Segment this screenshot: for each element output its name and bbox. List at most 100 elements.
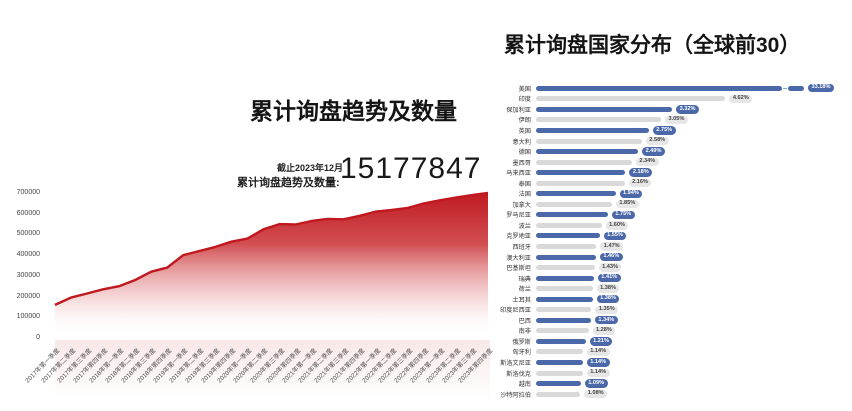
country-bar bbox=[536, 265, 595, 271]
bar-row: 巴西 1.34% bbox=[494, 315, 850, 326]
country-label: 印度尼西亚 bbox=[500, 307, 531, 315]
country-label: 瑞典 bbox=[518, 275, 531, 283]
percent-badge: 1.55% bbox=[603, 231, 627, 241]
country-label: 斯洛文尼亚 bbox=[500, 359, 531, 367]
bar-row: 印度尼西亚 1.35% bbox=[494, 304, 850, 315]
country-label: 伊朗 bbox=[518, 117, 531, 125]
country-bar bbox=[536, 275, 594, 281]
country-label: 墨西哥 bbox=[512, 159, 531, 167]
bar-row: 法国 1.94% bbox=[494, 188, 850, 199]
country-bar bbox=[536, 138, 642, 144]
bar-break-dash bbox=[783, 87, 787, 90]
area-chart bbox=[45, 188, 490, 343]
country-bar bbox=[536, 296, 593, 302]
percent-badge: 1.43% bbox=[598, 263, 622, 272]
bar-row: 南非 1.28% bbox=[494, 326, 850, 337]
country-bar bbox=[536, 370, 583, 376]
bar-row: 墨西哥 2.34% bbox=[494, 157, 850, 168]
percent-badge: 1.08% bbox=[584, 389, 608, 399]
stat-label: 累计询盘趋势及数量: bbox=[237, 177, 340, 189]
country-bar bbox=[536, 180, 625, 186]
country-label: 加拿大 bbox=[512, 201, 531, 209]
percent-badge: 2.58% bbox=[645, 136, 669, 146]
percent-badge: 1.14% bbox=[586, 358, 610, 367]
percent-badge: 1.38% bbox=[596, 284, 620, 293]
bar-row: 越南 1.09% bbox=[494, 378, 850, 389]
country-label: 西班牙 bbox=[512, 243, 531, 251]
country-label: 巴基斯坦 bbox=[506, 265, 531, 273]
country-bar bbox=[536, 191, 616, 197]
area-chart-svg bbox=[54, 191, 489, 338]
country-bar bbox=[536, 96, 726, 102]
left-chart-title: 累计询盘趋势及数量 bbox=[250, 98, 457, 124]
country-label: 德国 bbox=[518, 149, 531, 157]
country-label: 匈牙利 bbox=[512, 349, 531, 357]
country-label: 印度 bbox=[518, 96, 531, 104]
country-bar bbox=[536, 349, 583, 355]
country-label: 波兰 bbox=[518, 222, 531, 230]
country-bar bbox=[536, 391, 581, 397]
bar-row: 澳大利亚 1.46% bbox=[494, 252, 850, 263]
country-bar bbox=[536, 233, 600, 239]
bar-row: 意大利 2.58% bbox=[494, 136, 850, 147]
y-tick-label: 300000 bbox=[16, 271, 40, 279]
country-bar bbox=[536, 201, 612, 207]
country-bar-tail bbox=[788, 85, 804, 91]
country-bar bbox=[536, 328, 589, 334]
bar-row: 伊朗 3.05% bbox=[494, 115, 850, 126]
area-line bbox=[54, 191, 489, 306]
percent-badge: 1.60% bbox=[605, 221, 629, 230]
country-label: 罗马尼亚 bbox=[506, 212, 531, 220]
bar-row: 马来西亚 2.18% bbox=[494, 167, 850, 178]
country-bar bbox=[536, 381, 581, 387]
country-bar bbox=[536, 338, 586, 344]
bar-row: 德国 2.49% bbox=[494, 146, 850, 157]
country-bar bbox=[536, 106, 673, 112]
bar-row: 波兰 1.60% bbox=[494, 220, 850, 231]
country-label: 沙特阿拉伯 bbox=[500, 391, 531, 399]
right-chart-title: 累计询盘国家分布（全球前30） bbox=[504, 34, 801, 57]
bar-row: 斯洛文尼亚 1.14% bbox=[494, 357, 850, 368]
area-fill bbox=[55, 193, 488, 338]
percent-badge: 2.49% bbox=[642, 147, 665, 156]
percent-badge: 1.41% bbox=[597, 273, 621, 283]
asof-label: 截止2023年12月 bbox=[277, 163, 344, 173]
bar-row: 印度 4.62% bbox=[494, 94, 850, 105]
area-chart-fade bbox=[55, 340, 490, 400]
percent-badge: 2.34% bbox=[635, 157, 659, 167]
bar-row: 斯洛伐克 1.14% bbox=[494, 368, 850, 379]
percent-badge: 1.14% bbox=[586, 368, 610, 378]
country-label: 土耳其 bbox=[512, 296, 531, 304]
country-label: 巴西 bbox=[518, 317, 531, 325]
y-tick-label: 0 bbox=[36, 334, 40, 341]
country-label: 意大利 bbox=[512, 138, 531, 146]
percent-badge: 1.85% bbox=[615, 200, 639, 209]
country-bar bbox=[536, 117, 661, 123]
country-label: 泰国 bbox=[518, 180, 531, 188]
country-bar bbox=[536, 307, 592, 313]
country-bar bbox=[536, 159, 632, 165]
percent-badge: 1.46% bbox=[599, 252, 623, 262]
country-label: 斯洛伐克 bbox=[506, 370, 531, 378]
country-label: 荷兰 bbox=[518, 286, 531, 294]
bar-row: 沙特阿拉伯 1.08% bbox=[494, 389, 850, 400]
percent-badge: 33.18% bbox=[808, 84, 834, 93]
country-bar-chart: 美国 33.18% 印度 4.62% 保加利亚 3.32% 伊朗 3.05% 英国 2.75% 意大… bbox=[494, 83, 850, 399]
percent-badge: 1.14% bbox=[586, 347, 610, 357]
bar-row: 保加利亚 3.32% bbox=[494, 104, 850, 115]
bar-row: 泰国 2.16% bbox=[494, 178, 850, 189]
y-tick-label: 100000 bbox=[16, 313, 40, 321]
country-label: 马来西亚 bbox=[506, 170, 531, 178]
country-label: 美国 bbox=[518, 85, 531, 93]
percent-badge: 1.38% bbox=[596, 295, 620, 304]
country-bar bbox=[536, 317, 591, 323]
bar-row: 罗马尼亚 1.75% bbox=[494, 210, 850, 221]
country-label: 俄罗斯 bbox=[512, 338, 531, 346]
country-bar bbox=[536, 359, 583, 365]
country-label: 保加利亚 bbox=[506, 106, 531, 114]
country-label: 克罗地亚 bbox=[506, 233, 531, 241]
bar-break-icon bbox=[782, 86, 788, 91]
percent-badge: 3.32% bbox=[676, 105, 699, 114]
country-label: 法国 bbox=[518, 191, 531, 199]
